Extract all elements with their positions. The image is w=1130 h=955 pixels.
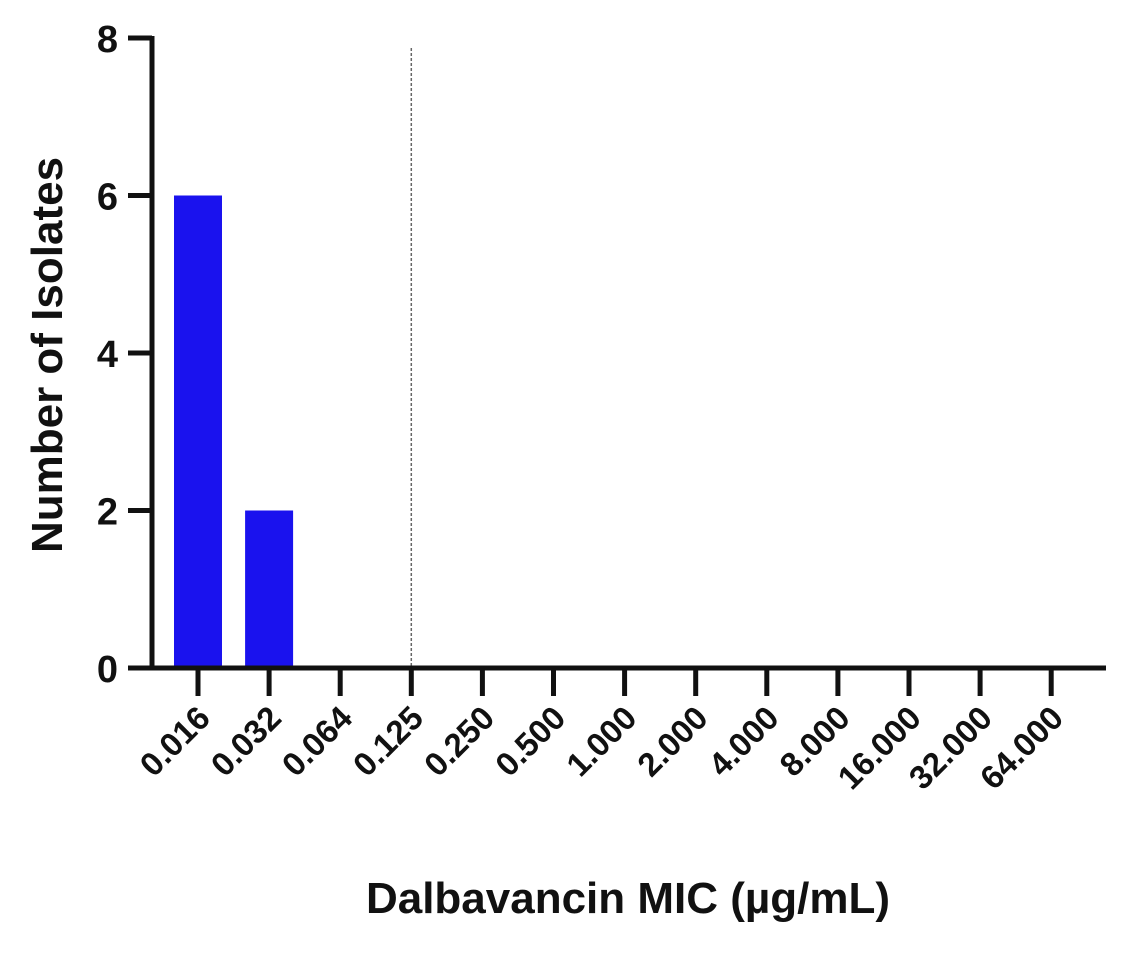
axes-layer	[149, 36, 1106, 671]
y-ticks-layer: 0 2 4 6 8	[97, 19, 152, 691]
x-ticks-layer: 0.0160.0320.0640.1250.2500.5001.0002.000…	[132, 668, 1070, 796]
x-tick-label: 0.250	[417, 699, 502, 784]
y-tick-label: 8	[97, 19, 118, 61]
bars-layer	[174, 195, 294, 668]
x-tick-label: 4.000	[701, 699, 786, 784]
x-tick-label: 0.064	[275, 698, 360, 783]
x-tick-label: 0.032	[203, 699, 288, 784]
y-axis-title: Number of Isolates	[23, 157, 72, 553]
bar-0.032	[245, 510, 294, 668]
y-tick-label: 6	[97, 177, 118, 219]
x-tick-label: 0.125	[346, 699, 431, 784]
x-tick-label: 0.500	[488, 699, 573, 784]
x-tick-label: 2.000	[630, 699, 715, 784]
x-tick-label: 0.016	[132, 699, 217, 784]
y-tick-label: 0	[97, 649, 118, 691]
bar-0.016	[174, 195, 222, 668]
x-axis-title: Dalbavancin MIC (µg/mL)	[366, 874, 890, 923]
y-tick-label: 4	[97, 334, 118, 376]
y-tick-label: 2	[97, 492, 118, 534]
x-tick-label: 1.000	[559, 699, 644, 784]
